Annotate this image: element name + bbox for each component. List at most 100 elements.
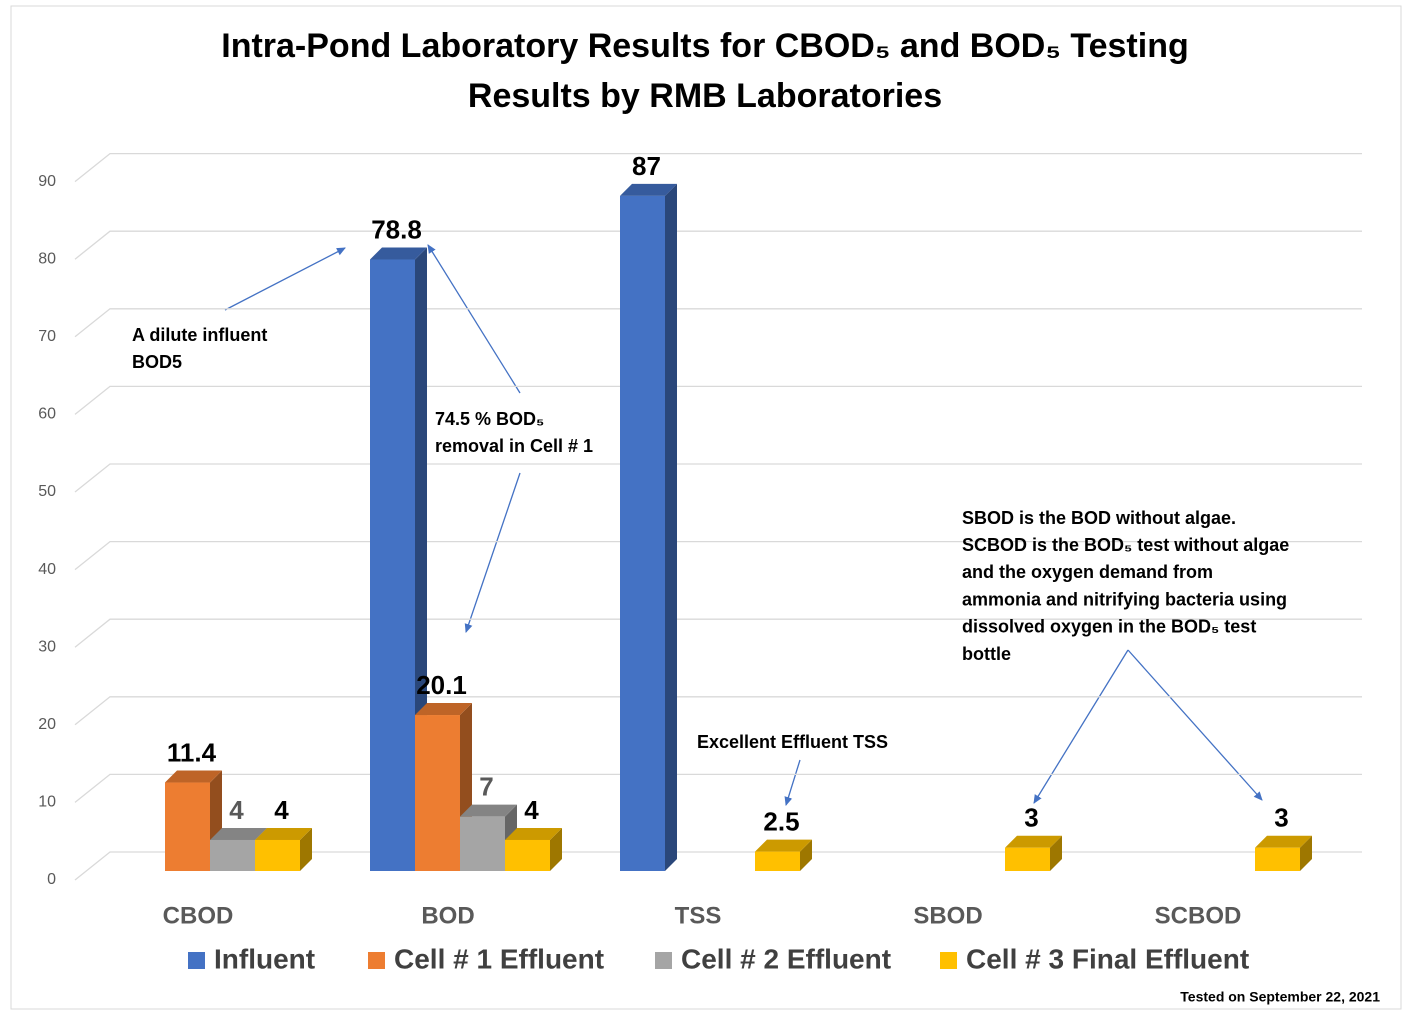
grid [74,152,1362,881]
grid-line [74,618,1362,648]
data-label: 4 [274,795,289,825]
bar [255,839,300,871]
y-tick-label: 0 [47,871,56,888]
y-tick-label: 70 [38,328,56,345]
annotation: SCBOD is the BOD₅ test without algae [962,535,1289,555]
arrow [427,244,521,394]
bar [210,839,255,871]
bar-side [665,183,677,871]
annotation: SBOD is the BOD without algae. [962,508,1236,528]
bar-top [460,804,517,817]
bar-top [1005,835,1062,848]
bar-side [1050,835,1062,871]
y-tick-label: 20 [38,716,56,733]
bar [1255,847,1300,871]
bar-top [505,827,562,840]
annotation: removal in Cell # 1 [435,436,593,456]
grid-line [74,463,1362,493]
bar-side [1300,835,1312,871]
bar-3d [415,703,472,871]
grid-line [74,230,1362,260]
arrow [1033,649,1129,804]
bar [1005,847,1050,871]
annotation: 74.5 % BOD₅ [435,409,544,429]
bar [620,195,665,871]
bar-top [370,247,427,260]
y-tick-label: 30 [38,638,56,655]
legend-swatch [940,952,957,969]
arrow [464,472,521,633]
chart-title: Intra-Pond Laboratory Results for CBOD₅ … [221,27,1189,65]
annotation: dissolved oxygen in the BOD₅ test [962,617,1256,637]
x-tick-label: SBOD [913,902,982,929]
grid-line [74,851,1362,881]
grid-line [74,540,1362,571]
grid-line [74,152,1362,183]
bar [415,715,460,871]
bar [755,851,800,871]
annotation: Excellent Effluent TSS [697,732,888,752]
arrow [784,759,801,806]
y-tick-label: 90 [38,173,56,190]
y-tick-label: 10 [38,794,56,811]
y-tick-label: 50 [38,483,56,500]
data-label: 3 [1274,803,1288,833]
bar-side [300,827,312,871]
data-label: 3 [1024,803,1038,833]
annotation: ammonia and nitrifying bacteria using [962,589,1287,609]
y-tick-label: 60 [38,406,56,423]
bar-side [550,827,562,871]
annotation: and the oxygen demand from [962,562,1213,582]
chart-subtitle: Results by RMB Laboratories [468,77,942,115]
bar-3d [755,839,812,871]
bar [165,782,210,871]
bar-top [415,703,472,716]
legend-label: Cell # 3 Final Effluent [966,943,1249,974]
data-label: 4 [229,795,244,825]
y-tick-label: 80 [38,250,56,267]
bar-top [620,183,677,196]
x-tick-label: BOD [421,902,474,929]
x-tick-label: TSS [675,902,722,929]
grid-line [74,308,1362,338]
annotation: bottle [962,644,1011,664]
x-tick-label: SCBOD [1155,902,1242,929]
grid-line [74,696,1362,726]
data-label: 87 [632,151,661,181]
legend-swatch [188,952,205,969]
bar-3d [1005,835,1062,871]
bar-top [255,827,312,840]
arrow [224,247,346,311]
legend-swatch [368,952,385,969]
legend-label: Influent [214,943,315,974]
bar-3d [255,827,312,871]
data-label: 20.1 [416,670,467,700]
legend-label: Cell # 1 Effluent [394,943,604,974]
bar [505,839,550,871]
bar-3d [505,827,562,871]
bar-top [755,839,812,852]
bar [460,816,505,871]
footnote: Tested on September 22, 2021 [1180,989,1380,1005]
data-label: 7 [479,772,493,802]
data-label: 11.4 [167,737,217,767]
y-tick-label: 40 [38,561,56,578]
legend-label: Cell # 2 Effluent [681,943,891,974]
grid-line [74,773,1362,803]
annotation: BOD5 [132,352,182,372]
data-label: 78.8 [371,214,422,244]
bar-side [800,839,812,871]
bar-3d [620,183,677,871]
annotation: A dilute influent [132,325,267,345]
data-label: 4 [524,795,539,825]
data-label: 2.5 [763,806,799,836]
bar [370,259,415,872]
x-tick-label: CBOD [163,902,234,929]
legend-swatch [655,952,672,969]
grid-line [74,385,1362,415]
bar-3d [1255,835,1312,871]
bar-top [165,770,222,783]
bar-top [210,827,267,840]
bar-top [1255,835,1312,848]
